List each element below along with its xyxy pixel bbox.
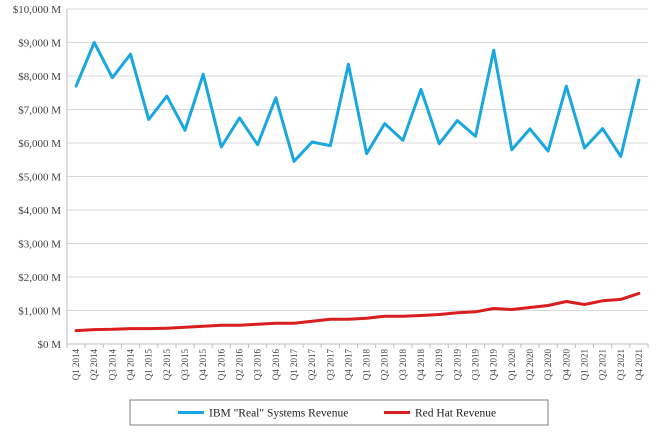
x-tick-label: Q3 2018 xyxy=(398,349,408,381)
x-tick-label: Q2 2018 xyxy=(380,349,390,381)
x-tick-label: Q4 2020 xyxy=(561,349,571,381)
x-tick-label: Q2 2017 xyxy=(307,349,317,381)
legend-label-ibm: IBM "Real" Systems Revenue xyxy=(209,408,348,420)
series-line-red-hat xyxy=(74,291,641,333)
x-tick-label: Q1 2018 xyxy=(362,349,372,381)
y-tick-label: $6,000 M xyxy=(18,138,61,150)
y-tick-label: $10,000 M xyxy=(13,4,62,16)
x-tick-label: Q1 2017 xyxy=(289,349,299,381)
y-tick-label: $8,000 M xyxy=(18,71,61,83)
x-tick-label: Q3 2020 xyxy=(543,349,553,381)
y-tick-label: $0 M xyxy=(37,339,61,351)
x-tick-label: Q4 2018 xyxy=(416,349,426,381)
series-line-ibm xyxy=(74,41,641,163)
x-tick-label: Q3 2019 xyxy=(471,349,481,381)
x-tick-label: Q4 2014 xyxy=(126,349,136,381)
legend: IBM "Real" Systems Revenue Red Hat Reven… xyxy=(129,399,549,426)
y-tick-label: $2,000 M xyxy=(18,272,61,284)
x-tick-label: Q1 2021 xyxy=(579,349,589,380)
y-tick-label: $1,000 M xyxy=(18,306,61,318)
x-tick-label: Q3 2016 xyxy=(253,349,263,381)
x-tick-label: Q2 2020 xyxy=(525,349,535,381)
y-tick-label: $7,000 M xyxy=(18,105,61,117)
x-tick-label: Q3 2015 xyxy=(180,349,190,381)
x-axis-tick-labels: Q1 2014 Q2 2014 Q3 2014 Q4 2014 Q1 2015 Q2 20… xyxy=(71,349,644,381)
x-tick-label: Q2 2021 xyxy=(598,349,608,380)
x-tick-label: Q2 2019 xyxy=(452,349,462,381)
y-tick-label: $4,000 M xyxy=(18,205,61,217)
series-lines xyxy=(74,41,641,333)
x-tick-label: Q4 2017 xyxy=(343,349,353,381)
x-tick-label: Q1 2015 xyxy=(144,349,154,381)
y-tick-label: $9,000 M xyxy=(18,38,61,50)
x-tick-label: Q2 2016 xyxy=(234,349,244,381)
x-tick-label: Q3 2014 xyxy=(107,349,117,381)
x-tick-label: Q1 2019 xyxy=(434,349,444,381)
x-tick-label: Q2 2015 xyxy=(162,349,172,381)
x-tick-label: Q2 2014 xyxy=(89,349,99,381)
x-tick-label: Q4 2016 xyxy=(271,349,281,381)
y-tick-label: $5,000 M xyxy=(18,172,61,184)
legend-label-red-hat: Red Hat Revenue xyxy=(415,408,496,420)
x-tick-label: Q4 2015 xyxy=(198,349,208,381)
gridlines xyxy=(67,8,648,311)
x-tick-label: Q4 2019 xyxy=(489,349,499,381)
axes xyxy=(66,9,649,348)
y-tick-label: $3,000 M xyxy=(18,239,61,251)
x-tick-label: Q1 2016 xyxy=(216,349,226,381)
x-tick-label: Q1 2014 xyxy=(71,349,81,381)
x-tick-label: Q1 2020 xyxy=(507,349,517,381)
y-axis-tick-labels: $0 M $1,000 M $2,000 M $3,000 M $4,000 M $5,0… xyxy=(13,4,62,351)
x-tick-label: Q3 2017 xyxy=(325,349,335,381)
x-tick-label: Q3 2021 xyxy=(616,349,626,380)
x-tick-label: Q4 2021 xyxy=(634,349,644,380)
